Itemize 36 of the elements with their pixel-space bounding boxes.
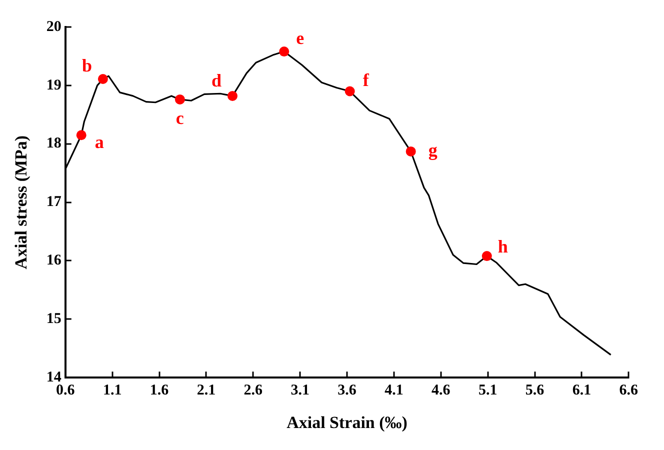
point xyxy=(344,86,355,96)
point xyxy=(482,251,492,262)
x-tick-label: 2.6 xyxy=(244,382,264,398)
x-tick-label: 5.1 xyxy=(478,382,498,398)
annotation: h xyxy=(498,236,508,257)
annotation: g xyxy=(428,140,438,160)
point xyxy=(406,146,416,156)
y-tick-label: 20 xyxy=(46,18,62,35)
point xyxy=(76,130,86,140)
x-tick-label: 3.6 xyxy=(338,382,357,398)
annotation: b xyxy=(82,56,92,76)
x-tick-label: 3.1 xyxy=(290,382,310,398)
annotation: f xyxy=(362,70,370,90)
point xyxy=(227,90,238,101)
point xyxy=(174,94,185,104)
annotation: e xyxy=(296,28,304,48)
annotation: a xyxy=(94,132,104,152)
y-tick-label: 16 xyxy=(46,252,62,269)
x-tick-label: 2.1 xyxy=(196,382,216,398)
annotation: d xyxy=(211,70,222,91)
x-tick-label: 6.1 xyxy=(572,382,592,398)
x-tick-label: 4.6 xyxy=(432,382,451,398)
y-axis-title: Axial stress (MPa) xyxy=(12,135,31,270)
x-axis-title: Axial Strain (‰) xyxy=(286,413,408,432)
y-tick-label: 17 xyxy=(46,194,62,210)
x-tick-label: 6.6 xyxy=(619,382,638,398)
annotation: c xyxy=(176,108,184,128)
y-tick-label: 15 xyxy=(46,311,62,328)
y-tick-label: 19 xyxy=(46,77,62,94)
x-tick-label: 5.6 xyxy=(525,382,545,398)
x-tick-label: 4.1 xyxy=(384,382,404,398)
point xyxy=(98,74,108,84)
y-tick-label: 18 xyxy=(46,136,62,152)
x-tick-label: 1.6 xyxy=(150,382,170,398)
point xyxy=(279,46,290,57)
x-tick-label: 1.1 xyxy=(102,382,122,398)
